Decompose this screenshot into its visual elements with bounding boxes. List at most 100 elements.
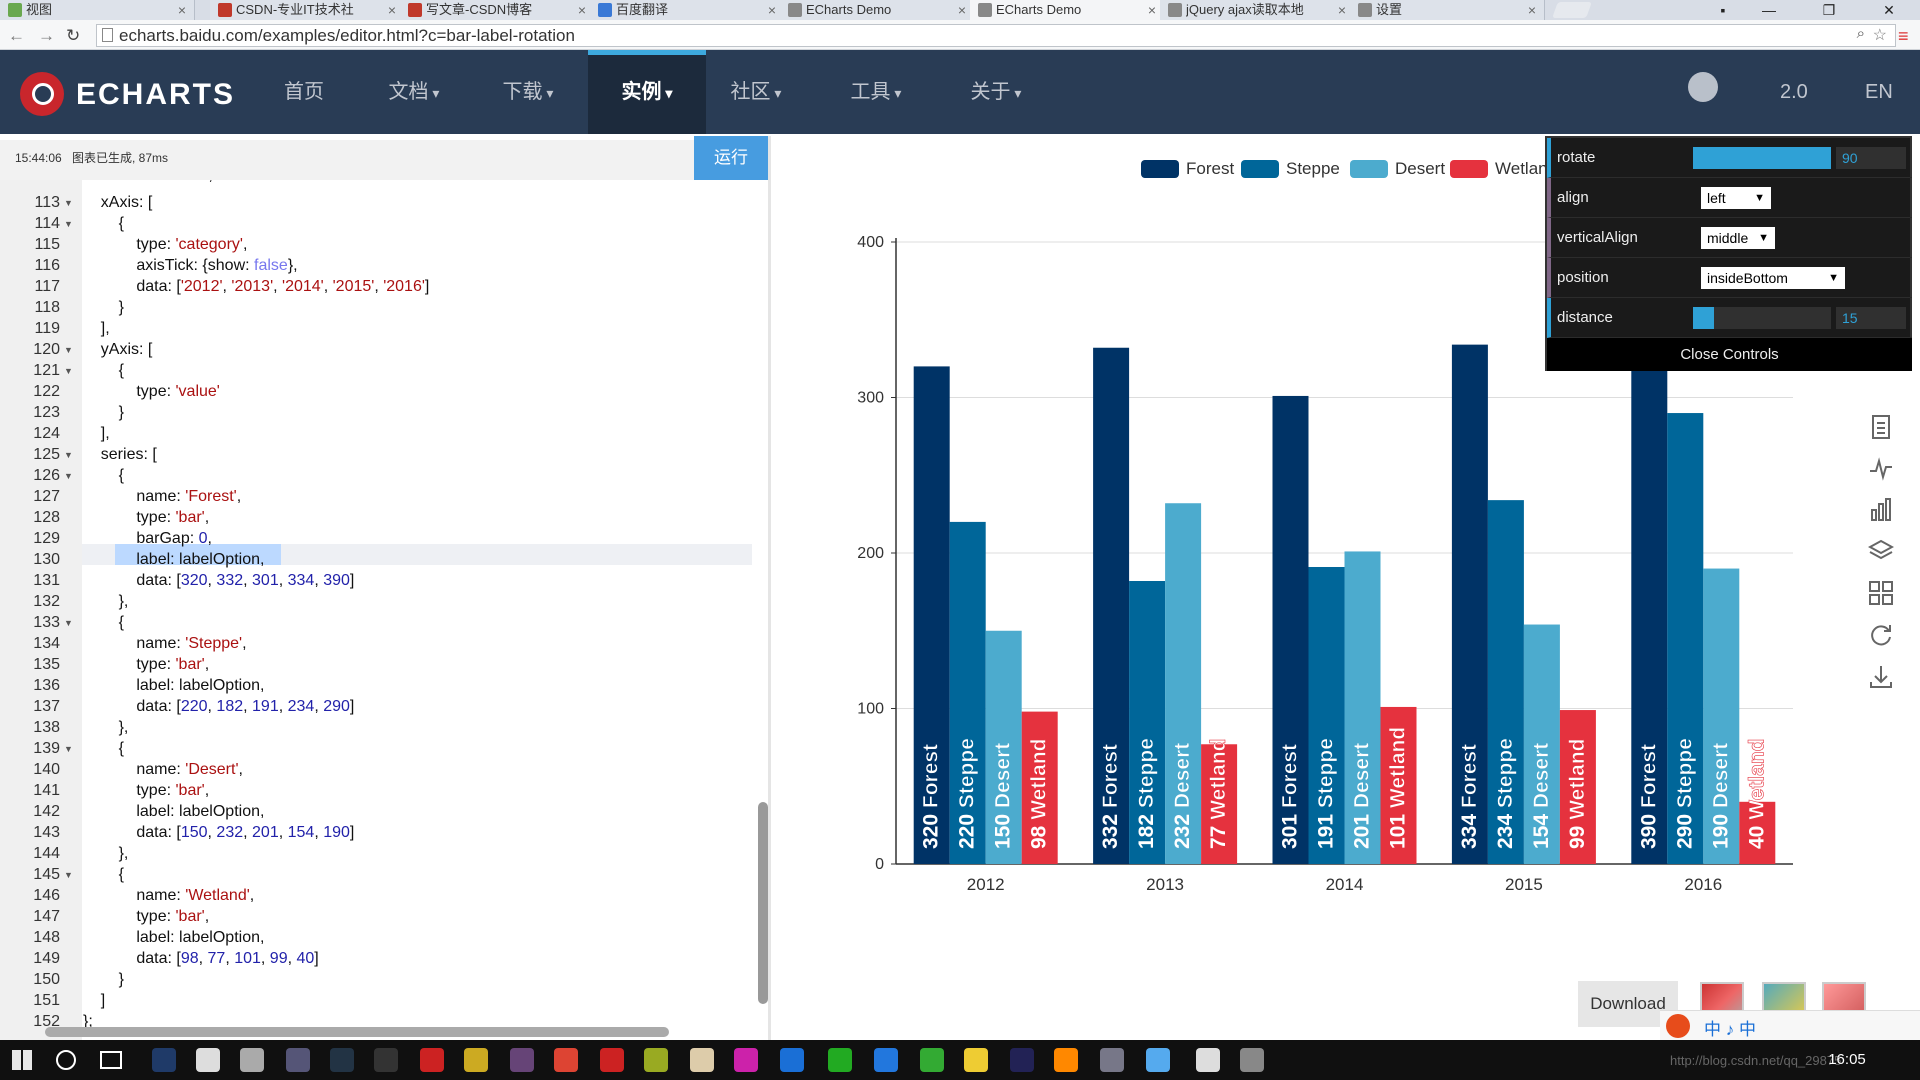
bar[interactable] (1165, 503, 1202, 864)
nav-item[interactable]: 下载 ▾ (480, 50, 576, 134)
download-button[interactable]: Download (1578, 981, 1678, 1027)
search-icon[interactable] (56, 1050, 76, 1070)
fold-arrow-icon[interactable]: ▼ (64, 618, 73, 628)
taskbar-app-icon[interactable] (510, 1048, 534, 1072)
tab-close-icon[interactable]: × (387, 2, 396, 18)
taskbar-app-icon[interactable] (828, 1048, 852, 1072)
taskbar-app-icon[interactable] (874, 1048, 898, 1072)
taskbar-app-icon[interactable] (644, 1048, 668, 1072)
position-select[interactable]: insideBottom ▼ (1701, 267, 1845, 289)
taskbar-app-icon[interactable] (964, 1048, 988, 1072)
nav-item[interactable]: 关于 ▾ (948, 50, 1044, 134)
distance-slider[interactable] (1693, 307, 1831, 329)
fold-arrow-icon[interactable]: ▼ (64, 366, 73, 376)
taskbar-app-icon[interactable] (196, 1048, 220, 1072)
echarts-logo-icon[interactable] (20, 72, 64, 116)
taskbar-app-icon[interactable] (464, 1048, 488, 1072)
tab-close-icon[interactable]: × (767, 2, 776, 18)
bar[interactable] (1451, 344, 1488, 864)
tab-close-icon[interactable]: × (1147, 2, 1156, 18)
nav-item[interactable]: 社区 ▾ (708, 50, 804, 134)
nav-item[interactable]: 首页 (268, 50, 340, 134)
version-link[interactable]: 2.0 (1780, 81, 1808, 103)
rotate-slider[interactable] (1693, 147, 1831, 169)
language-link[interactable]: EN (1865, 81, 1893, 103)
browser-tab[interactable]: CSDN-专业IT技术社 × (210, 0, 405, 20)
bar[interactable] (1272, 395, 1309, 864)
tab-close-icon[interactable]: × (957, 2, 966, 18)
logo-text[interactable]: ECHARTS (76, 78, 236, 111)
taskbar-app-icon[interactable] (152, 1048, 176, 1072)
browser-tab[interactable]: 设置 × (1350, 0, 1545, 20)
taskbar-app-icon[interactable] (1054, 1048, 1078, 1072)
taskbar-app-icon[interactable] (1146, 1048, 1170, 1072)
fold-arrow-icon[interactable]: ▼ (64, 870, 73, 880)
user-icon[interactable]: ▪ (1720, 2, 1726, 18)
taskbar-app-icon[interactable] (1196, 1048, 1220, 1072)
bar[interactable] (1559, 710, 1596, 864)
panel-divider[interactable] (768, 136, 771, 1040)
save-image-icon[interactable] (1868, 664, 1894, 690)
minimize-button[interactable]: — (1762, 2, 1776, 18)
taskbar-app-icon[interactable] (286, 1048, 310, 1072)
bar[interactable] (1344, 551, 1381, 864)
browser-tab[interactable]: ECharts Demo × (970, 0, 1165, 20)
taskbar-app-icon[interactable] (420, 1048, 444, 1072)
browser-tab[interactable]: jQuery ajax读取本地 × (1160, 0, 1355, 20)
browser-tab[interactable]: 百度翻译 × (590, 0, 785, 20)
align-select[interactable]: left ▼ (1701, 187, 1771, 209)
bar[interactable] (1129, 580, 1166, 864)
distance-value[interactable]: 15 (1836, 307, 1906, 329)
bar[interactable] (1308, 566, 1345, 864)
nav-item[interactable]: 文档 ▾ (368, 50, 460, 134)
bar[interactable] (1021, 711, 1058, 864)
restore-icon[interactable] (1868, 622, 1894, 648)
nav-item[interactable]: 实例 ▾ (588, 50, 706, 134)
browser-tab[interactable]: 视图 × (0, 0, 195, 20)
tab-close-icon[interactable]: × (1337, 2, 1346, 18)
taskbar-app-icon[interactable] (1100, 1048, 1124, 1072)
back-icon[interactable]: ← (8, 26, 25, 45)
bar[interactable] (1380, 706, 1417, 864)
tab-close-icon[interactable]: × (577, 2, 586, 18)
reload-icon[interactable]: ↻ (66, 26, 81, 45)
taskbar-app-icon[interactable] (374, 1048, 398, 1072)
fold-arrow-icon[interactable]: ▼ (64, 471, 73, 481)
taskbar-app-icon[interactable] (690, 1048, 714, 1072)
bookmark-star-icon[interactable]: ☆ (1872, 27, 1887, 44)
fold-arrow-icon[interactable]: ▼ (64, 744, 73, 754)
ime-toolbar[interactable]: 中 ♪ 中 (1660, 1010, 1920, 1042)
url-field[interactable]: echarts.baidu.com/examples/editor.html?c… (96, 24, 1896, 47)
new-tab-button[interactable] (1552, 2, 1592, 18)
taskbar-app-icon[interactable] (600, 1048, 624, 1072)
line-chart-icon[interactable] (1868, 455, 1894, 481)
taskbar-app-icon[interactable] (240, 1048, 264, 1072)
bar[interactable] (1667, 413, 1704, 864)
taskbar-app-icon[interactable] (920, 1048, 944, 1072)
menu-icon[interactable]: ≡ (1898, 26, 1909, 46)
bar[interactable] (985, 630, 1022, 864)
browser-tab[interactable]: ECharts Demo × (780, 0, 975, 20)
editor-vertical-scrollbar[interactable] (758, 802, 768, 1004)
bar[interactable] (913, 366, 950, 864)
bar[interactable] (1703, 568, 1740, 864)
zoom-icon[interactable]: ⌕ (1856, 25, 1865, 42)
tab-close-icon[interactable]: × (1527, 2, 1536, 18)
tab-close-icon[interactable]: × (177, 2, 186, 18)
run-button[interactable]: 运行 (694, 136, 768, 180)
close-controls-button[interactable]: Close Controls (1547, 338, 1912, 371)
windows-start-icon[interactable] (12, 1050, 32, 1070)
fold-arrow-icon[interactable]: ▼ (64, 219, 73, 229)
stack-icon[interactable] (1868, 538, 1894, 564)
bar[interactable] (1487, 500, 1524, 864)
bar[interactable] (1523, 624, 1560, 864)
taskbar-app-icon[interactable] (1010, 1048, 1034, 1072)
data-view-icon[interactable] (1868, 414, 1894, 440)
close-window-button[interactable]: ✕ (1883, 2, 1895, 18)
task-view-icon[interactable] (100, 1051, 122, 1069)
bar[interactable] (1093, 347, 1130, 864)
rotate-value[interactable]: 90 (1836, 147, 1906, 169)
vertical-align-select[interactable]: middle ▼ (1701, 227, 1775, 249)
browser-tab[interactable]: 写文章-CSDN博客 × (400, 0, 595, 20)
restore-button[interactable]: ❐ (1822, 2, 1836, 18)
